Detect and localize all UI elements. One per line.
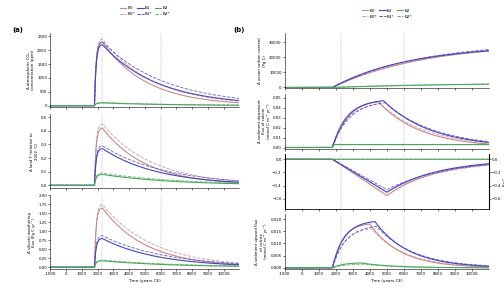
Y-axis label: Δ sediment upward flux
of calcite
(mmol C m⁻² yr⁻¹): Δ sediment upward flux of calcite (mmol …: [255, 219, 268, 265]
Text: (b): (b): [234, 27, 245, 33]
Y-axis label: Δ land T (relative to
2002 °C): Δ land T (relative to 2002 °C): [30, 132, 39, 171]
Y-axis label: Pg C: Pg C: [502, 177, 504, 186]
Text: (a): (a): [13, 27, 24, 33]
Y-axis label: Δ ocean carbon content
(Pg C): Δ ocean carbon content (Pg C): [259, 37, 267, 84]
Legend: B0, B0*, B1, B1*, B2, B2*: B0, B0*, B1, B1*, B2, B2*: [118, 5, 172, 18]
Legend: B0, B0*, B1, B1*, B2, B2*: B0, B0*, B1, B1*, B2, B2*: [360, 7, 414, 20]
Y-axis label: Δ silicate weathering
flux (Pg C yr⁻¹): Δ silicate weathering flux (Pg C yr⁻¹): [28, 212, 36, 253]
X-axis label: Time (years CE): Time (years CE): [370, 279, 403, 283]
Y-axis label: Δ atmospheric CO₂
concentration (ppm): Δ atmospheric CO₂ concentration (ppm): [27, 50, 35, 91]
X-axis label: Time (years CE): Time (years CE): [129, 279, 161, 283]
Y-axis label: Δ sediment downward
flux of calcite
(mmol C m⁻² yr⁻¹): Δ sediment downward flux of calcite (mmo…: [258, 99, 271, 143]
